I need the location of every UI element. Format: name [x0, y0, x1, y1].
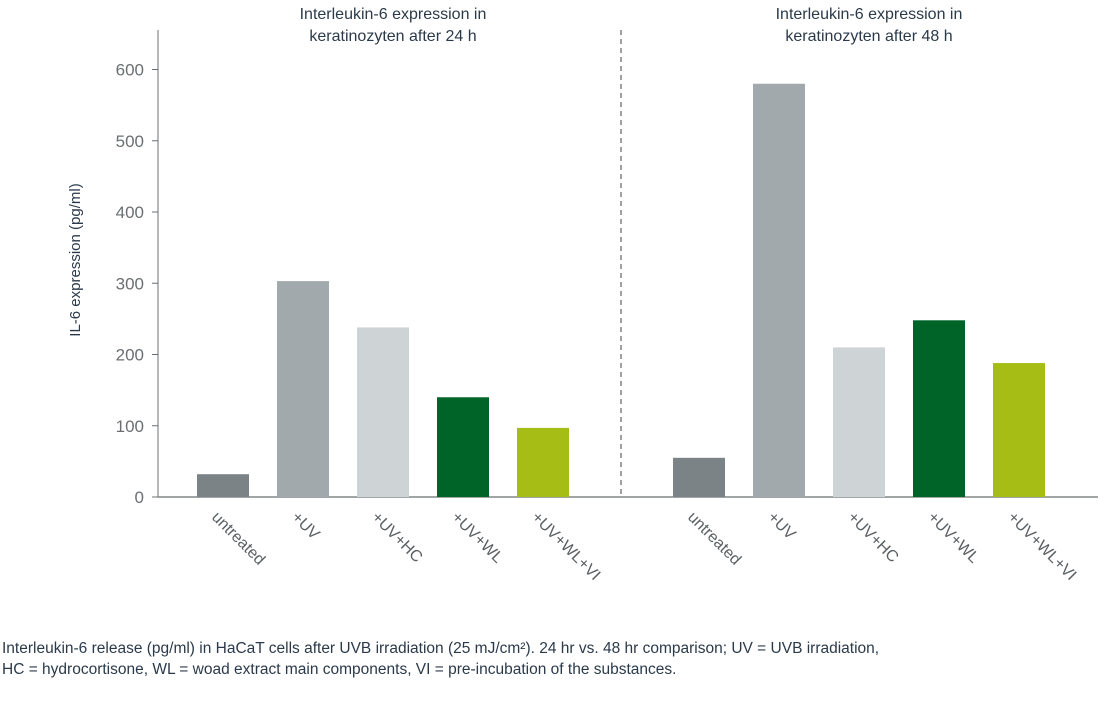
- y-tick-label: 500: [116, 132, 144, 151]
- caption-line-1: Interleukin-6 release (pg/ml) in HaCaT c…: [2, 640, 880, 657]
- panel-title-line: Interleukin-6 expression in: [776, 6, 963, 23]
- bar-plus-uvplus-wlplus-vi: [993, 363, 1045, 497]
- y-tick-label: 600: [116, 61, 144, 80]
- caption-line-2: HC = hydrocortisone, WL = woad extract m…: [2, 661, 677, 678]
- category-label: +UV+HC: [844, 509, 901, 566]
- category-label: untreated: [684, 509, 744, 569]
- category-labels: untreated +UV +UV+HC +UV+WL +UV+WL+VI untreat…: [208, 509, 1079, 584]
- figure-caption: Interleukin-6 release (pg/ml) in HaCaT c…: [2, 638, 1082, 680]
- category-label: +UV: [288, 509, 323, 544]
- y-tick-label: 200: [116, 346, 144, 365]
- bar-plus-uvplus-hc: [357, 327, 409, 497]
- bar-untreated: [673, 457, 725, 497]
- category-label: +UV+WL: [448, 509, 506, 567]
- bars: [197, 83, 1045, 497]
- bar-plus-uvplus-wl: [437, 397, 489, 497]
- chart-titles: Interleukin-6 expression in keratinozyten…: [300, 6, 963, 45]
- bar-plus-uvplus-wlplus-vi: [517, 427, 569, 497]
- panel-title-line: keratinozyten after 24 h: [309, 28, 476, 45]
- category-label: +UV+WL: [924, 509, 982, 567]
- panel-title-line: keratinozyten after 48 h: [785, 28, 952, 45]
- y-axis-label: IL-6 expression (pg/ml): [67, 183, 84, 336]
- bar-plus-uvplus-hc: [833, 347, 885, 497]
- panel-title-line: Interleukin-6 expression in: [300, 6, 487, 23]
- category-label: +UV+WL+VI: [1004, 509, 1079, 584]
- category-label: untreated: [208, 509, 268, 569]
- bar-plus-uvplus-wl: [913, 320, 965, 497]
- category-label: +UV: [764, 509, 799, 544]
- il6-bar-chart: Interleukin-6 expression in keratinozyten…: [67, 6, 1098, 584]
- bar-plus-uv: [753, 83, 805, 497]
- y-tick-label: 400: [116, 203, 144, 222]
- bar-untreated: [197, 474, 249, 497]
- category-label: +UV+WL+VI: [528, 509, 603, 584]
- y-tick-label: 300: [116, 274, 144, 293]
- y-tick-label: 0: [135, 488, 144, 507]
- bar-plus-uv: [277, 281, 329, 497]
- y-tick-label: 100: [116, 417, 144, 436]
- category-label: +UV+HC: [368, 509, 425, 566]
